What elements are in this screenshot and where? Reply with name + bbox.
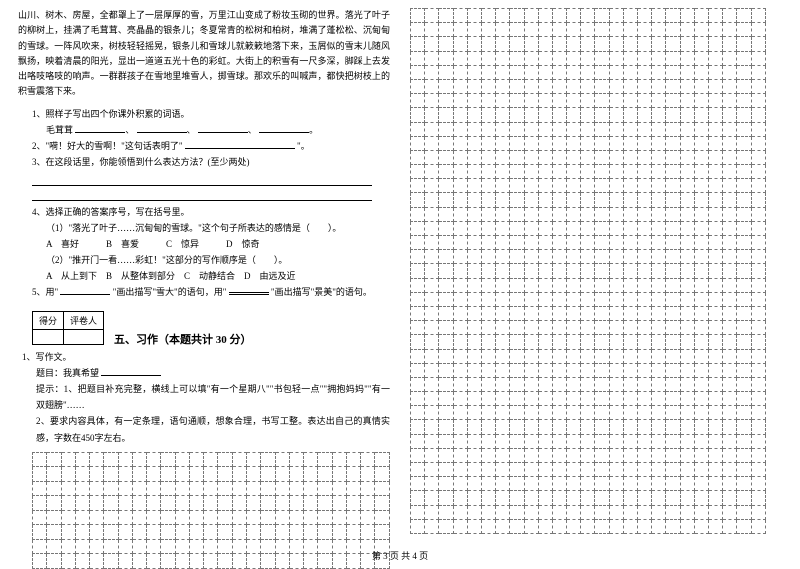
q5-b: "画出描写"雪大"的语句，用"	[113, 287, 227, 297]
question-3: 3、在这段话里，你能领悟到什么表达方法？(至少两处)	[18, 154, 390, 170]
sample-word: 毛茸茸	[46, 125, 73, 135]
q2-text: 2、"嗬！好大的雪啊！"这句话表明了"	[32, 141, 183, 151]
blank	[185, 139, 295, 149]
writing-1: 1、写作文。	[18, 349, 390, 365]
writing-grid-right	[410, 8, 782, 534]
section-5-header: 得分 评卷人 五、习作（本题共计 30 分）	[18, 301, 390, 349]
passage-text: 山川、树木、房屋，全都罩上了一层厚厚的雪，万里江山变成了粉妆玉砌的世界。落光了叶…	[18, 8, 390, 100]
question-4-2-options: A 从上到下 B 从整体到部分 C 动静结合 D 由远及近	[18, 268, 390, 284]
q5-c: "画出描写"景美"的语句。	[271, 287, 372, 297]
right-column	[400, 0, 800, 545]
answer-line	[32, 174, 372, 186]
double-line	[229, 285, 269, 295]
left-column: 山川、树木、房屋，全都罩上了一层厚厚的雪，万里江山变成了粉妆玉砌的世界。落光了叶…	[0, 0, 400, 545]
question-2: 2、"嗬！好大的雪啊！"这句话表明了" "。	[18, 138, 390, 154]
question-4-2: （2）"推开门一看……彩虹！"这部分的写作顺序是（ ）。	[18, 252, 390, 268]
blank	[198, 123, 248, 133]
question-4-1: （1）"落光了叶子……沉甸甸的雪球。"这个句子所表达的感情是（ ）。	[18, 220, 390, 236]
score-header-2: 评卷人	[64, 311, 104, 329]
score-cell	[33, 329, 64, 344]
blank	[75, 123, 125, 133]
question-1-sample: 毛茸茸 、 、 、 。	[18, 122, 390, 138]
question-1: 1、照样子写出四个你课外积累的词语。	[18, 106, 390, 122]
score-table: 得分 评卷人	[32, 311, 104, 345]
question-5: 5、用" "画出描写"雪大"的语句，用" "画出描写"景美"的语句。	[18, 284, 390, 300]
answer-line	[32, 189, 372, 201]
blank	[60, 285, 110, 295]
question-4: 4、选择正确的答案序号，写在括号里。	[18, 204, 390, 220]
score-header-1: 得分	[33, 311, 64, 329]
blank	[101, 366, 161, 376]
q5-a: 5、用"	[32, 287, 58, 297]
page-footer: 第 3 页 共 4 页	[0, 549, 800, 562]
writing-hint-2: 2、要求内容具体，有一定条理，语句通顺，想象合理，书写工整。表达出自己的真情实感…	[18, 413, 390, 445]
question-4-1-options: A 喜好 B 喜爱 C 惊异 D 惊奇	[18, 236, 390, 252]
blank	[137, 123, 187, 133]
writing-title-text: 题目：我真希望	[36, 368, 99, 378]
writing-hint-1: 提示：1、把题目补充完整，横线上可以填"有一个星期八""书包轻一点""拥抱妈妈"…	[18, 381, 390, 413]
q2-tail: "。	[297, 141, 310, 151]
blank	[259, 123, 309, 133]
score-cell	[64, 329, 104, 344]
writing-title: 题目：我真希望	[18, 365, 390, 381]
section-5-title: 五、习作（本题共计 30 分）	[114, 331, 252, 347]
